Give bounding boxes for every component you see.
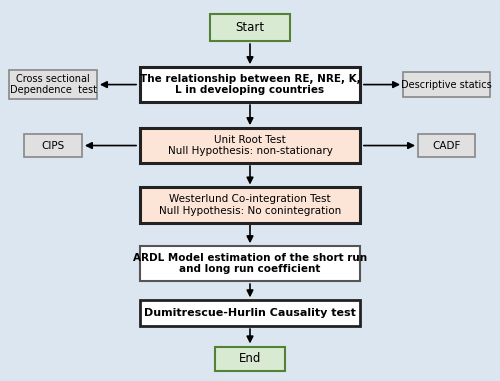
Text: Descriptive statics: Descriptive statics	[401, 80, 492, 90]
Text: Start: Start	[236, 21, 264, 34]
FancyBboxPatch shape	[140, 187, 360, 223]
Text: End: End	[239, 352, 261, 365]
FancyBboxPatch shape	[140, 67, 360, 102]
Text: Cross sectional
Dependence  test: Cross sectional Dependence test	[10, 74, 97, 95]
Text: CADF: CADF	[432, 141, 460, 150]
Text: Unit Root Test
Null Hypothesis: non-stationary: Unit Root Test Null Hypothesis: non-stat…	[168, 135, 332, 156]
FancyBboxPatch shape	[210, 14, 290, 41]
FancyBboxPatch shape	[418, 134, 475, 157]
FancyBboxPatch shape	[215, 347, 285, 371]
FancyBboxPatch shape	[140, 128, 360, 163]
Text: Westerlund Co-integration Test
Null Hypothesis: No conintegration: Westerlund Co-integration Test Null Hypo…	[159, 194, 341, 216]
FancyBboxPatch shape	[140, 300, 360, 326]
FancyBboxPatch shape	[140, 246, 360, 281]
FancyBboxPatch shape	[10, 70, 97, 99]
Text: Dumitrescue-Hurlin Causality test: Dumitrescue-Hurlin Causality test	[144, 308, 356, 318]
Text: CIPS: CIPS	[42, 141, 64, 150]
FancyBboxPatch shape	[24, 134, 82, 157]
FancyBboxPatch shape	[403, 72, 490, 97]
Text: ARDL Model estimation of the short run
and long run coefficient: ARDL Model estimation of the short run a…	[133, 253, 367, 274]
Text: The relationship between RE, NRE, K,
L in developing countries: The relationship between RE, NRE, K, L i…	[140, 74, 360, 95]
